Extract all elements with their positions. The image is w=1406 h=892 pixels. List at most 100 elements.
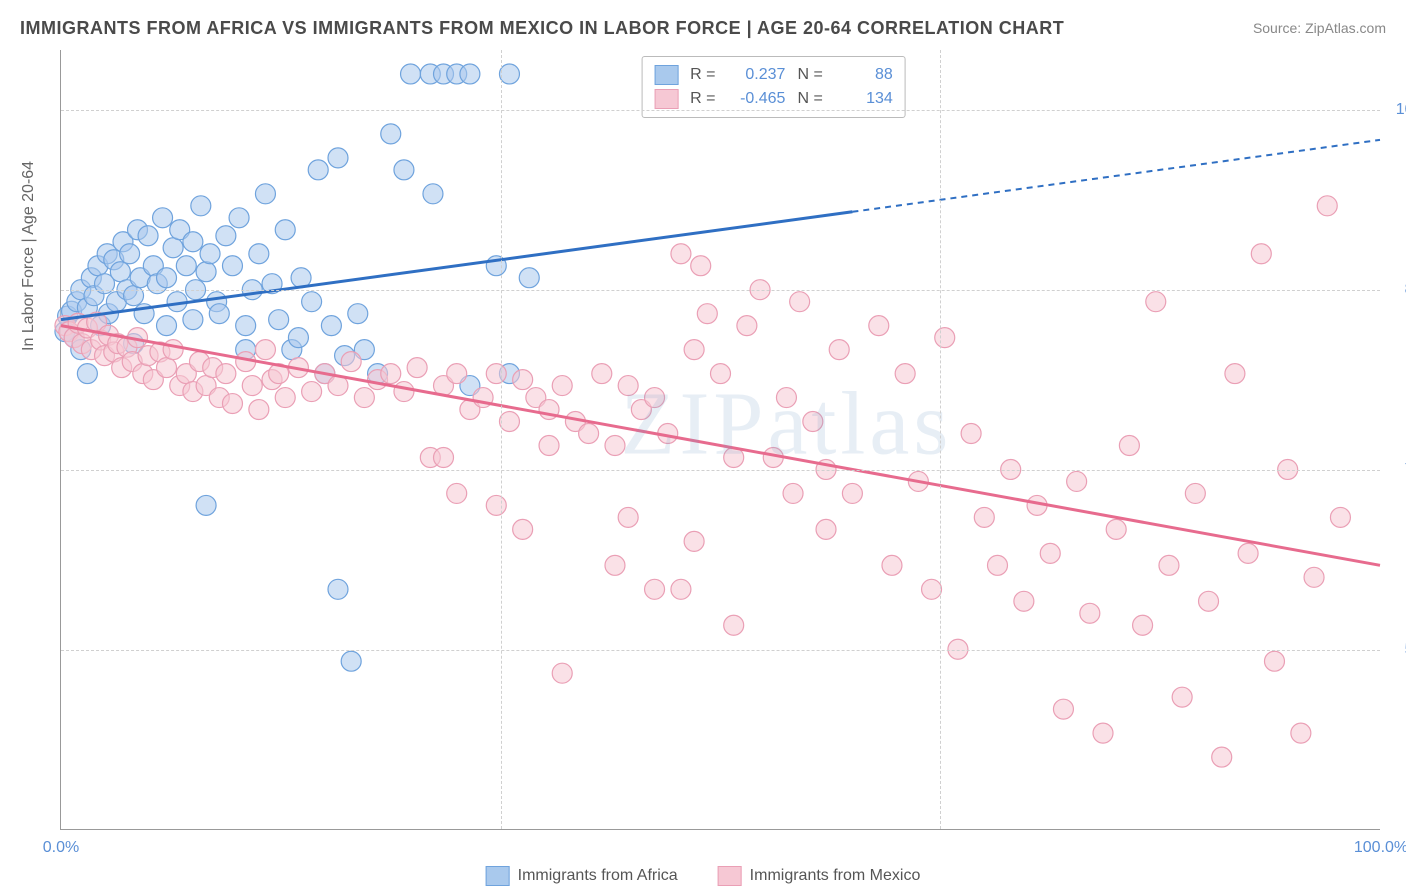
scatter-point	[1133, 615, 1153, 635]
scatter-point	[1185, 483, 1205, 503]
scatter-point	[1172, 687, 1192, 707]
bottom-legend-item: Immigrants from Mexico	[718, 866, 921, 886]
legend-r-value: -0.465	[727, 87, 785, 111]
chart-title: IMMIGRANTS FROM AFRICA VS IMMIGRANTS FRO…	[20, 18, 1064, 39]
scatter-point	[434, 447, 454, 467]
legend-r-label: R =	[690, 87, 715, 111]
scatter-point	[163, 340, 183, 360]
scatter-point	[790, 292, 810, 312]
gridline-horizontal	[61, 290, 1380, 291]
scatter-point	[974, 507, 994, 527]
scatter-point	[249, 400, 269, 420]
scatter-point	[321, 316, 341, 336]
scatter-point	[157, 268, 177, 288]
scatter-point	[1119, 436, 1139, 456]
scatter-point	[110, 262, 130, 282]
gridline-horizontal	[61, 110, 1380, 111]
scatter-point	[394, 160, 414, 180]
scatter-point	[1225, 364, 1245, 384]
scatter-point	[935, 328, 955, 348]
scatter-point	[209, 304, 229, 324]
scatter-point	[242, 376, 262, 396]
scatter-point	[1238, 543, 1258, 563]
scatter-point	[255, 184, 275, 204]
scatter-point	[552, 376, 572, 396]
scatter-point	[499, 412, 519, 432]
scatter-point	[539, 436, 559, 456]
scatter-point	[229, 208, 249, 228]
scatter-point	[803, 412, 823, 432]
scatter-point	[328, 148, 348, 168]
scatter-point	[236, 316, 256, 336]
scatter-point	[486, 495, 506, 515]
bottom-legend-label: Immigrants from Mexico	[750, 867, 921, 885]
scatter-point	[77, 364, 97, 384]
scatter-point	[513, 370, 533, 390]
legend-row: R =0.237N =88	[654, 63, 893, 87]
legend-swatch	[654, 89, 678, 109]
scatter-point	[153, 208, 173, 228]
scatter-point	[302, 382, 322, 402]
scatter-point	[447, 364, 467, 384]
scatter-point	[138, 226, 158, 246]
bottom-legend: Immigrants from Africa Immigrants from Me…	[486, 866, 921, 886]
scatter-point	[447, 483, 467, 503]
scatter-point	[1317, 196, 1337, 216]
scatter-point	[987, 555, 1007, 575]
scatter-point	[216, 364, 236, 384]
plot-svg	[61, 50, 1380, 829]
scatter-point	[222, 394, 242, 414]
scatter-point	[275, 388, 295, 408]
scatter-point	[341, 651, 361, 671]
scatter-point	[895, 364, 915, 384]
bottom-legend-label: Immigrants from Africa	[518, 867, 678, 885]
y-axis-label: In Labor Force | Age 20-64	[20, 161, 38, 351]
scatter-point	[882, 555, 902, 575]
scatter-point	[191, 196, 211, 216]
legend-n-label: N =	[797, 87, 822, 111]
scatter-point	[196, 495, 216, 515]
scatter-point	[381, 364, 401, 384]
y-tick-label: 55.0%	[1390, 641, 1406, 659]
scatter-point	[394, 382, 414, 402]
scatter-point	[605, 555, 625, 575]
scatter-point	[354, 388, 374, 408]
scatter-point	[302, 292, 322, 312]
scatter-point	[1014, 591, 1034, 611]
scatter-point	[1159, 555, 1179, 575]
gridline-horizontal	[61, 650, 1380, 651]
scatter-point	[269, 310, 289, 330]
scatter-point	[423, 184, 443, 204]
scatter-point	[183, 232, 203, 252]
scatter-point	[671, 579, 691, 599]
scatter-point	[1251, 244, 1271, 264]
scatter-point	[460, 64, 480, 84]
scatter-point	[401, 64, 421, 84]
scatter-point	[499, 64, 519, 84]
scatter-point	[348, 304, 368, 324]
scatter-point	[308, 160, 328, 180]
gridline-vertical	[501, 50, 502, 829]
scatter-point	[120, 244, 140, 264]
scatter-point	[684, 531, 704, 551]
legend-n-value: 88	[835, 63, 893, 87]
scatter-point	[1080, 603, 1100, 623]
scatter-point	[724, 615, 744, 635]
scatter-point	[216, 226, 236, 246]
scatter-point	[341, 352, 361, 372]
scatter-point	[711, 364, 731, 384]
scatter-point	[328, 579, 348, 599]
scatter-point	[1067, 471, 1087, 491]
x-tick-label: 100.0%	[1354, 839, 1406, 857]
y-tick-label: 100.0%	[1390, 101, 1406, 119]
scatter-point	[1304, 567, 1324, 587]
scatter-point	[816, 519, 836, 539]
scatter-point	[249, 244, 269, 264]
scatter-point	[671, 244, 691, 264]
scatter-point	[1212, 747, 1232, 767]
scatter-point	[407, 358, 427, 378]
scatter-point	[697, 304, 717, 324]
source-attribution: Source: ZipAtlas.com	[1253, 20, 1386, 36]
scatter-point	[592, 364, 612, 384]
scatter-point	[176, 256, 196, 276]
